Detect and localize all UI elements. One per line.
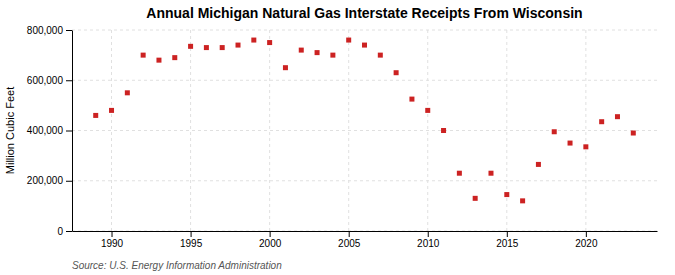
x-axis: 1990 1995 2000 2005 2010 2015 2020 [73,231,658,249]
tick-label: 400,000 [27,125,64,136]
grid-line [72,30,657,31]
axis-line [72,31,73,232]
tick: 2010 [417,231,440,249]
tick-mark [191,231,192,237]
chart: 1990 1995 2000 2005 2010 2015 2020 0 200,000 400,… [0,0,675,275]
points [93,38,636,204]
grid-line [506,30,507,231]
grid-line [72,80,657,81]
grid-line [72,231,657,232]
tick-mark [66,30,72,31]
title: Annual Michigan Natural Gas Interstate R… [146,5,582,21]
point [156,58,161,63]
point [109,108,114,113]
tick-label: 2005 [338,238,361,249]
point [409,97,414,102]
tick: 1990 [101,231,124,249]
grid-line [585,30,586,231]
point [394,70,399,75]
point [346,38,351,43]
axis-line [73,231,658,232]
point [204,45,209,50]
point [330,53,335,58]
grid-line [111,30,112,231]
tick-mark [66,80,72,81]
point [488,171,493,176]
point [188,44,193,49]
point [141,53,146,58]
tick: 400,000 [27,125,72,136]
tick: 2005 [338,231,361,249]
grid-line [427,30,428,231]
point [378,53,383,58]
point [125,90,130,95]
source: Source: U.S. Energy Information Administ… [72,260,282,271]
tick-label: 2000 [259,238,282,249]
tick-label: 2020 [575,238,598,249]
point [504,192,509,197]
point [172,55,177,60]
tick-label: 1990 [101,238,124,249]
point [615,114,620,119]
point [520,198,525,203]
plot: 1990 1995 2000 2005 2010 2015 2020 0 200,000 400,… [27,25,658,249]
point [283,65,288,70]
grid-line [72,130,657,131]
point [299,48,304,53]
tick-label: 1995 [180,238,203,249]
grid-line [72,180,657,181]
tick-mark [428,231,429,237]
grid-line [269,30,270,231]
tick-mark [66,131,72,132]
point [236,43,241,48]
point [251,38,256,43]
grid-line [190,30,191,231]
grid-line [348,30,349,231]
tick: 2015 [496,231,519,249]
tick-mark [112,231,113,237]
tick-label: 0 [57,226,63,237]
tick: 200,000 [27,175,72,186]
grid [72,30,657,231]
point [441,128,446,133]
tick-label: 2010 [417,238,440,249]
tick-mark [586,231,587,237]
tick: 1995 [180,231,203,249]
point [425,108,430,113]
point [631,131,636,136]
point [220,45,225,50]
tick-label: 2015 [496,238,519,249]
y-axis-title: Million Cubic Feet [4,87,16,174]
tick: 0 [57,226,72,237]
point [362,43,367,48]
point [457,171,462,176]
point [315,50,320,55]
point [583,144,588,149]
tick: 600,000 [27,75,72,86]
point [568,141,573,146]
y-axis: 0 200,000 400,000 600,000 800,000 [27,25,73,237]
tick-mark [349,231,350,237]
tick: 2000 [259,231,282,249]
tick-label: 600,000 [27,75,64,86]
tick-mark [66,181,72,182]
point [599,119,604,124]
point [267,40,272,45]
tick-label: 200,000 [27,175,64,186]
tick-mark [66,231,72,232]
tick: 2020 [575,231,598,249]
point [536,162,541,167]
point [552,129,557,134]
point [93,113,98,118]
tick: 800,000 [27,25,72,36]
tick-mark [270,231,271,237]
tick-mark [507,231,508,237]
tick-label: 800,000 [27,25,64,36]
point [473,196,478,201]
